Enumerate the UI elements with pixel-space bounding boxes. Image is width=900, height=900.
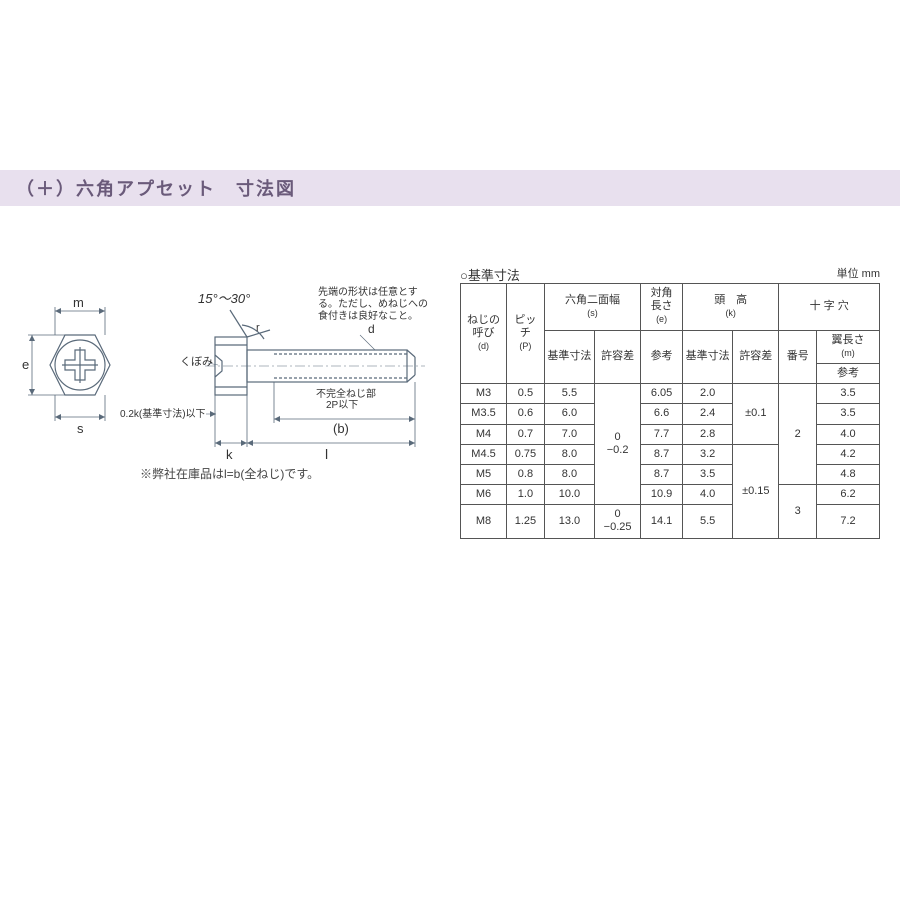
th-no: 番号 [779, 330, 817, 384]
cell-k-tol-2: ±0.15 [733, 444, 779, 538]
th-tol-k: 許容差 [733, 330, 779, 384]
tip-note-2: る。ただし、めねじへの [318, 298, 428, 310]
incomplete-1: 不完全ねじ部 [316, 387, 376, 400]
th-diag: 対角 長さ (e) [641, 284, 683, 331]
table-row: M30.55.5 0−0.2 6.052.0 ±0.1 2 3.5 [461, 384, 880, 404]
k-tolerance-note: 0.2k(基準寸法)以下 [120, 407, 206, 420]
label-k: k [226, 447, 233, 462]
dimension-diagram: m e s [20, 275, 440, 485]
th-std-s: 基準寸法 [544, 330, 594, 384]
spec-table: ねじの 呼び (d) ピッチ (P) 六角二面幅 (s) 対角 長さ [460, 283, 880, 539]
th-ref-e: 参考 [641, 330, 683, 384]
table-unit: 単位 mm [837, 265, 880, 281]
table-row: M81.2513.0 0−0.25 14.15.5 7.2 [461, 505, 880, 538]
cell-s-tol-1: 0−0.2 [595, 384, 641, 505]
label-s: s [77, 421, 84, 436]
table-row: M3.50.66.0 6.62.4 3.5 [461, 404, 880, 424]
table-row: M40.77.0 7.72.8 4.0 [461, 424, 880, 444]
cell-s-tol-2: 0−0.25 [595, 505, 641, 538]
footnote: ※弊社在庫品はl=b(全ねじ)です。 [140, 465, 319, 482]
label-e: e [22, 357, 29, 372]
cell-no-2: 3 [779, 485, 817, 539]
th-ref-m: 参考 [817, 363, 880, 383]
th-head: 頭 高 (k) [683, 284, 779, 331]
th-std-k: 基準寸法 [683, 330, 733, 384]
tip-note-3: 食付きは良好なこと。 [318, 309, 418, 322]
table-row: M50.88.0 8.73.5 4.8 [461, 464, 880, 484]
title-bar: （＋）六角アプセット 寸法図 [0, 170, 900, 206]
th-cross: 十 字 穴 [779, 284, 880, 331]
th-wing: 翼長さ (m) [817, 330, 880, 363]
label-r: r [256, 322, 260, 334]
page-title: （＋）六角アプセット 寸法図 [16, 175, 296, 201]
table-caption: ○基準寸法 [460, 268, 520, 283]
th-pitch: ピッチ (P) [507, 284, 545, 384]
label-d: d [368, 322, 375, 336]
table-row: M4.50.758.0 8.73.2 ±0.15 4.2 [461, 444, 880, 464]
label-l: l [325, 446, 328, 462]
th-d: ねじの 呼び (d) [461, 284, 507, 384]
th-hex: 六角二面幅 (s) [544, 284, 640, 331]
incomplete-2: 2P以下 [326, 400, 358, 411]
tip-note-1: 先端の形状は任意とす [318, 285, 418, 298]
label-b: (b) [333, 421, 349, 436]
th-tol-s: 許容差 [595, 330, 641, 384]
kubomi-label: くぼみ [180, 355, 213, 368]
cell-k-tol-1: ±0.1 [733, 384, 779, 445]
label-m: m [73, 295, 84, 310]
table-row: M61.010.0 10.94.0 3 6.2 [461, 485, 880, 505]
angle-label: 15°～30° [198, 291, 250, 306]
spec-table-wrap: ○基準寸法 単位 mm ねじの 呼び (d) ピッチ [460, 265, 880, 539]
cell-no-1: 2 [779, 384, 817, 485]
